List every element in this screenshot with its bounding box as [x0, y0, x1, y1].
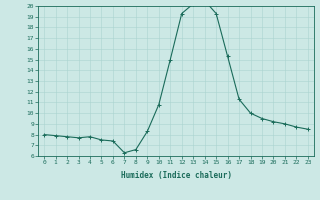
X-axis label: Humidex (Indice chaleur): Humidex (Indice chaleur): [121, 171, 231, 180]
